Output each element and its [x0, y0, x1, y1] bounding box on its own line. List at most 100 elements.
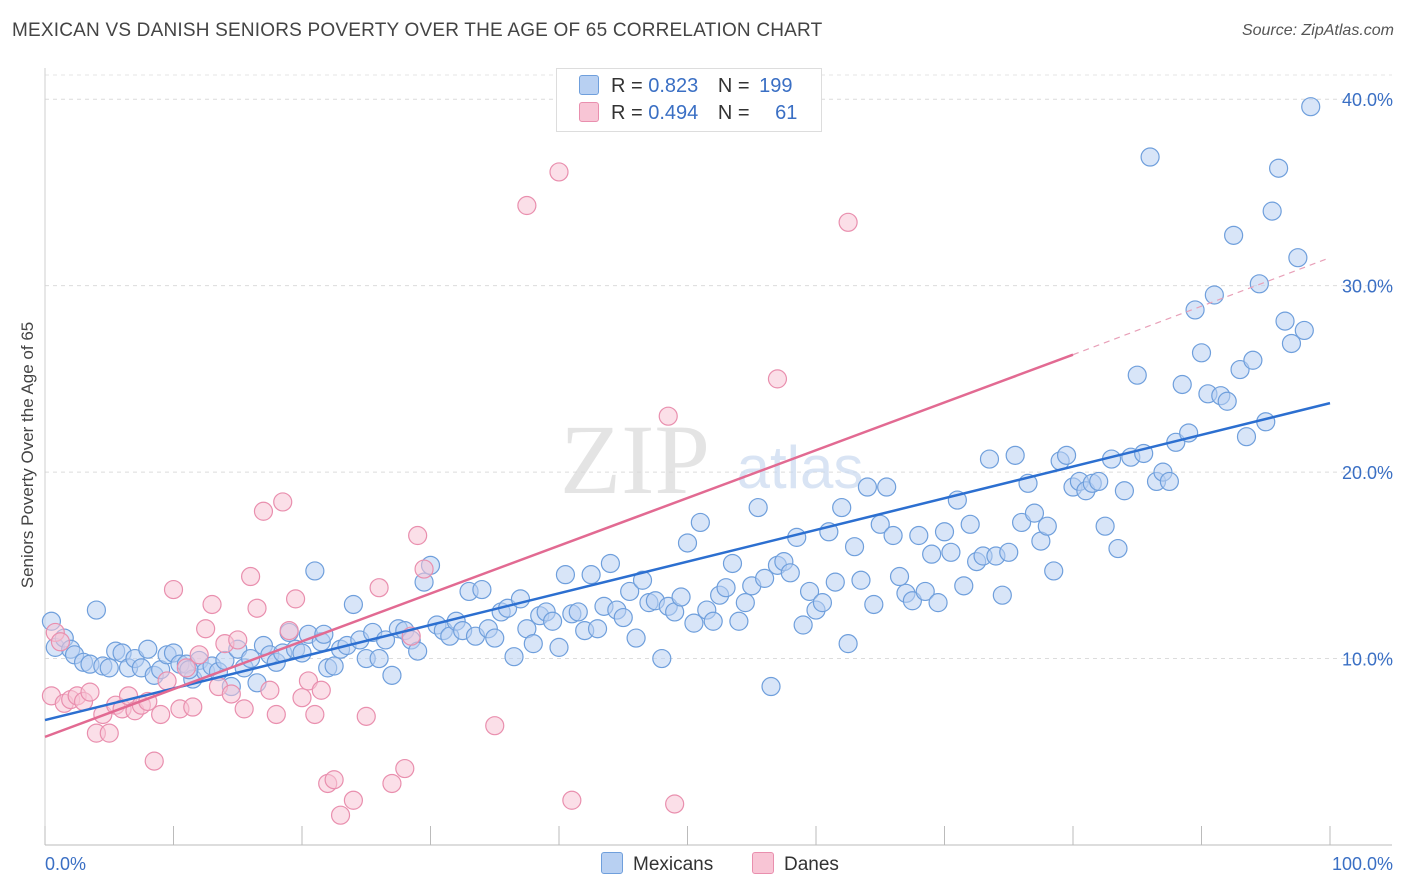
mexican-point	[703, 611, 723, 631]
watermark-zip: ZIP	[560, 404, 710, 515]
dane-point	[80, 682, 100, 702]
mexican-point	[690, 512, 710, 533]
mexican-point	[922, 544, 942, 564]
mexican-point	[934, 522, 955, 542]
legend-row-mexicans: R = 0.823 N = 199	[579, 75, 793, 99]
y-tick-label: 10.0%	[1342, 650, 1393, 670]
mexican-point	[549, 637, 569, 657]
legend: R = 0.823 N = 199 R = 0.494 N = 61	[556, 68, 822, 132]
dane-point	[202, 594, 222, 615]
bottom-legend-danes: Danes	[752, 852, 839, 876]
mexican-point	[799, 581, 820, 602]
dane-point	[241, 566, 261, 587]
mexican-point	[748, 497, 768, 518]
mexican-point	[1204, 285, 1224, 305]
dane-point	[298, 671, 319, 691]
mexican-point	[1037, 516, 1057, 536]
mexican-point	[877, 477, 897, 497]
mexican-point	[1275, 311, 1295, 331]
mexican-point	[864, 594, 884, 615]
mexican-point	[587, 619, 608, 639]
mexican-point	[928, 593, 948, 613]
mexican-point	[1217, 391, 1237, 411]
mexican-point	[620, 581, 640, 602]
mexican-point	[992, 585, 1012, 605]
mexican-point	[1005, 445, 1025, 465]
mexican-point	[999, 542, 1019, 562]
mexican-point	[600, 553, 621, 574]
y-tick-label: 30.0%	[1342, 277, 1393, 297]
dane-point	[414, 559, 434, 579]
mexican-point	[735, 593, 755, 613]
dane-point	[279, 620, 299, 641]
mexican-point	[851, 570, 871, 590]
x-tick-label-min: 0.0%	[45, 854, 86, 874]
mexican-point	[1159, 471, 1179, 492]
dane-point	[330, 805, 351, 825]
data-points	[41, 97, 1321, 825]
dane-point	[247, 598, 267, 618]
mexican-point	[954, 576, 974, 596]
y-tick-labels: 10.0% 20.0% 30.0% 40.0%	[1342, 90, 1393, 669]
bottom-legend-mexicans: Mexicans	[601, 852, 713, 876]
dane-point	[324, 770, 344, 790]
dane-point	[228, 630, 248, 650]
mexican-point	[1191, 343, 1212, 363]
mexican-point	[1114, 481, 1135, 501]
dane-point	[50, 632, 71, 652]
mexican-point	[1224, 225, 1244, 245]
x-tick-label-max: 100.0%	[1332, 854, 1393, 874]
mexican-point	[555, 565, 576, 585]
mexican-point	[626, 628, 646, 648]
mexican-point	[684, 613, 704, 633]
mexican-point	[1056, 445, 1077, 465]
y-tick-label: 20.0%	[1342, 463, 1393, 483]
danes-trend-extension	[1072, 257, 1331, 356]
legend-r-label: R =	[611, 102, 643, 124]
mexican-point	[485, 628, 505, 648]
dane-point	[196, 619, 216, 639]
mexican-point	[1262, 201, 1282, 221]
bottom-legend-swatch-mexicans	[601, 852, 623, 874]
mexican-point	[1268, 158, 1289, 178]
dane-point	[234, 699, 254, 719]
dane-point	[549, 162, 569, 182]
mexican-point	[960, 514, 980, 534]
legend-swatch-danes	[579, 102, 599, 122]
legend-n-label: N =	[717, 75, 750, 97]
mexican-point	[472, 579, 492, 600]
bottom-legend-label-danes: Danes	[784, 854, 839, 875]
mexican-point	[1172, 374, 1192, 395]
mexican-point	[825, 572, 845, 592]
dane-point	[517, 195, 537, 216]
mexican-point	[382, 665, 402, 685]
mexican-point	[369, 648, 389, 669]
mexicans-trend-line	[44, 401, 1331, 722]
mexican-point	[343, 594, 363, 615]
mexican-point	[915, 581, 935, 602]
dane-point	[356, 706, 376, 726]
mexican-point	[754, 568, 775, 588]
legend-n-value: 199	[759, 75, 793, 97]
dane-point	[562, 790, 582, 810]
mexican-point	[613, 607, 633, 628]
mexican-point	[883, 525, 903, 546]
mexican-point	[857, 477, 878, 497]
mexican-point	[909, 525, 929, 546]
chart-title: MEXICAN VS DANISH SENIORS POVERTY OVER T…	[12, 20, 823, 41]
y-axis-label: Seniors Poverty Over the Age of 65	[18, 321, 37, 589]
watermark-atlas: atlas	[737, 434, 864, 501]
mexican-point	[1095, 516, 1115, 536]
dane-point	[221, 684, 241, 704]
mexican-point	[1301, 97, 1321, 117]
mexican-point	[1011, 512, 1032, 533]
dane-point	[144, 751, 164, 771]
axes	[44, 68, 1392, 846]
dane-point	[266, 704, 286, 725]
mexican-point	[979, 449, 1000, 469]
mexican-point	[889, 566, 910, 587]
legend-r-value: 0.823	[648, 75, 699, 97]
mexican-point	[1243, 350, 1263, 370]
trend-lines	[44, 257, 1331, 739]
dane-point	[151, 704, 171, 725]
